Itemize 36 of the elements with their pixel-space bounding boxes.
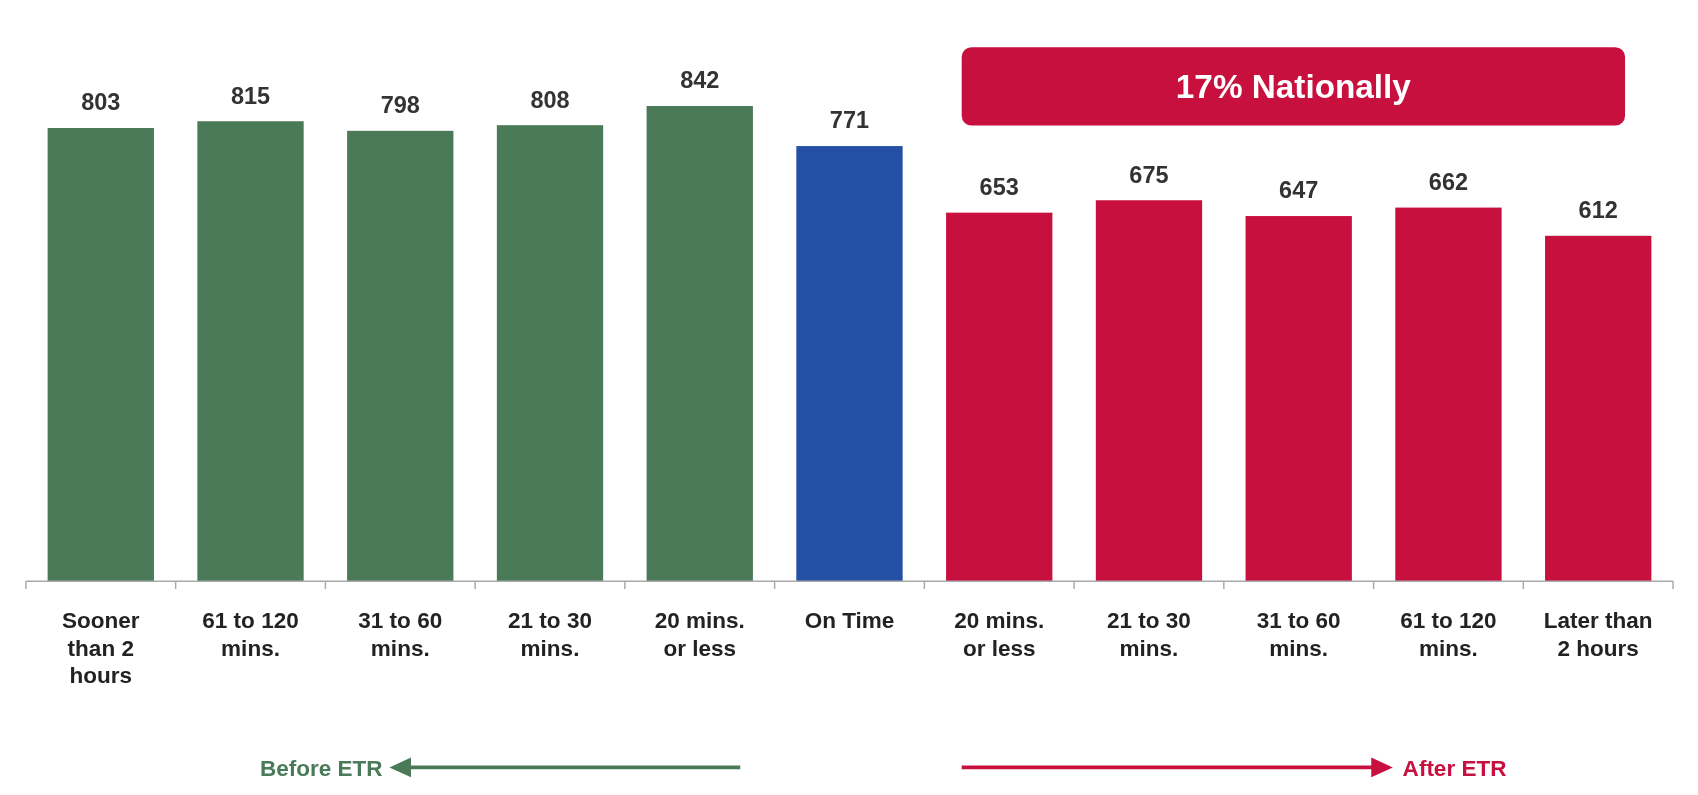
x-tick-label: 31 to 60 mins. xyxy=(1256,608,1341,661)
bar xyxy=(1245,216,1352,582)
x-tick-label: 20 mins. or less xyxy=(654,608,745,661)
x-tick-label: Sooner than 2 hours xyxy=(62,608,140,689)
bar xyxy=(1095,200,1203,582)
data-label: 815 xyxy=(230,82,271,109)
data-label: 653 xyxy=(979,174,1019,201)
x-tick-label: On Time xyxy=(804,608,895,634)
x-tick-label: Later than 2 hours xyxy=(1543,608,1653,661)
bar xyxy=(646,105,753,582)
bar xyxy=(496,125,604,582)
bar xyxy=(197,121,304,582)
text: After ETR xyxy=(1402,756,1507,782)
data-label: 808 xyxy=(530,86,570,113)
data-label: 803 xyxy=(81,89,121,116)
text: Before ETR xyxy=(259,756,383,782)
data-label: 842 xyxy=(680,67,720,94)
x-tick-label: 21 to 30 mins. xyxy=(1107,608,1191,661)
bar xyxy=(1395,207,1502,582)
x-tick-label: 21 to 30 mins. xyxy=(508,608,592,661)
x-tick-label: 61 to 120 mins. xyxy=(1400,608,1497,661)
data-label: 798 xyxy=(380,92,420,119)
x-tick-label: 31 to 60 mins. xyxy=(358,608,443,661)
bar xyxy=(347,130,454,582)
x-tick-label: 61 to 120 mins. xyxy=(202,608,299,661)
data-label: 647 xyxy=(1279,177,1319,204)
x-tick-label: 20 mins. or less xyxy=(954,608,1045,661)
data-label: 771 xyxy=(829,107,870,134)
data-label: 612 xyxy=(1578,197,1618,224)
bar xyxy=(946,212,1053,582)
bar xyxy=(796,146,903,582)
data-label: 662 xyxy=(1428,168,1469,195)
bar xyxy=(1545,235,1652,582)
text: 17% Nationally xyxy=(1175,68,1412,106)
data-label: 675 xyxy=(1129,161,1169,188)
bar xyxy=(47,128,154,582)
